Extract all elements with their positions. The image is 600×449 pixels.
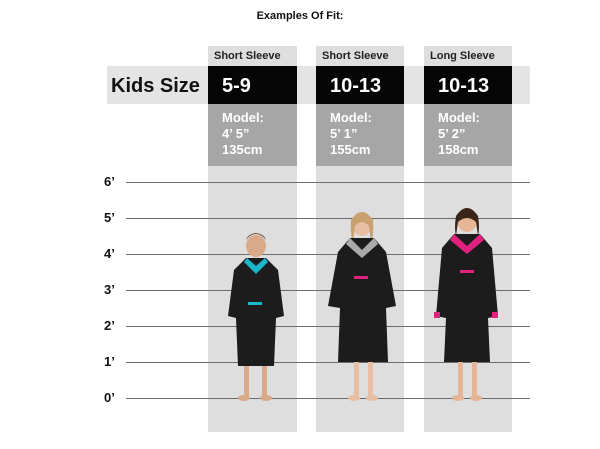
column-3-sleeve-label: Long Sleeve (430, 50, 495, 62)
column-2-model-height-cm: 155cm (330, 142, 371, 157)
column-3-size: 10-13 (424, 66, 512, 104)
column-1-model-info: Model: 4’ 5” 135cm (208, 104, 297, 166)
height-label-4ft: 4’ (104, 246, 115, 261)
column-2-size: 10-13 (316, 66, 404, 104)
height-label-6ft: 6’ (104, 174, 115, 189)
height-label-2ft: 2’ (104, 318, 115, 333)
height-line-6ft (126, 182, 530, 183)
model-figure-1 (228, 233, 284, 401)
column-3-model-info: Model: 5’ 2” 158cm (424, 104, 512, 166)
model-figure-3 (434, 208, 498, 401)
column-1-sleeve-label: Short Sleeve (214, 50, 281, 62)
column-3-model-label: Model: (438, 110, 480, 125)
height-line-1ft (126, 362, 530, 363)
height-line-4ft (126, 254, 530, 255)
column-2-model-label: Model: (330, 110, 372, 125)
height-label-3ft: 3’ (104, 282, 115, 297)
column-2-model-info: Model: 5’ 1” 155cm (316, 104, 404, 166)
height-label-1ft: 1’ (104, 354, 115, 369)
page-title: Examples Of Fit: (256, 10, 344, 22)
height-line-0ft (126, 398, 530, 399)
column-2-sleeve-label: Short Sleeve (322, 50, 389, 62)
height-line-3ft (126, 290, 530, 291)
column-2-model-height-ft: 5’ 1” (330, 126, 358, 141)
height-label-5ft: 5’ (104, 210, 115, 225)
column-3-model-height-cm: 158cm (438, 142, 479, 157)
height-line-2ft (126, 326, 530, 327)
column-1-size: 5-9 (208, 66, 297, 104)
height-label-0ft: 0’ (104, 390, 115, 405)
model-figure-2 (328, 212, 396, 401)
column-3-model-height-ft: 5’ 2” (438, 126, 466, 141)
height-line-5ft (126, 218, 530, 219)
column-1-model-label: Model: (222, 110, 264, 125)
column-1-model-height-cm: 135cm (222, 142, 263, 157)
size-heading: Kids Size (111, 75, 200, 97)
column-1-model-height-ft: 4’ 5” (222, 126, 250, 141)
